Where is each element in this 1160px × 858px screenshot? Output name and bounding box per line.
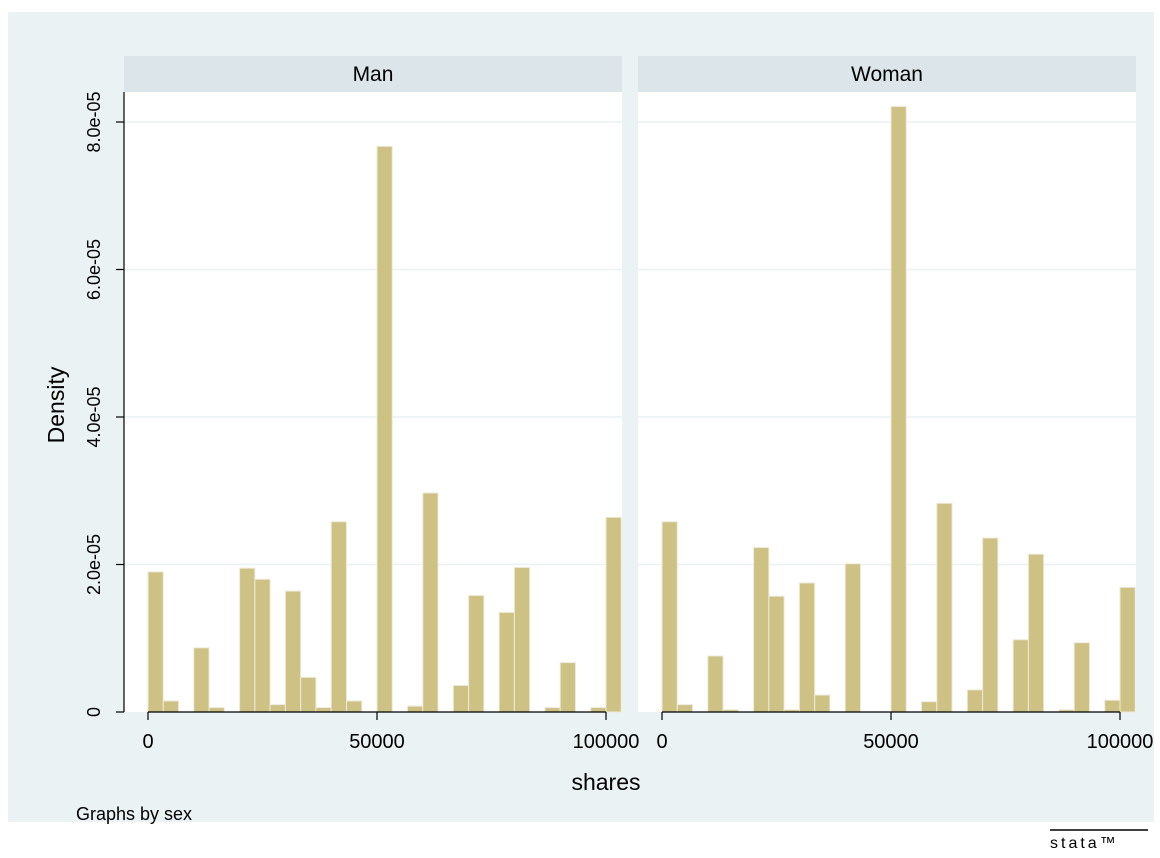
panel-title: Man [353, 63, 394, 86]
panel-strip [124, 56, 622, 92]
panel-man: Man 0 50000 100000 [124, 56, 639, 753]
histogram-bar [707, 655, 724, 713]
histogram-bar [1119, 586, 1136, 713]
histogram-bar [300, 676, 317, 713]
histogram-bar [1027, 553, 1045, 713]
histogram-bar [1073, 642, 1090, 713]
histogram-bar [661, 521, 678, 713]
histogram-bar [422, 492, 439, 713]
histogram-bar [921, 701, 938, 713]
histogram-bar [498, 611, 515, 713]
panel-woman: Woman 0 50000 100000 [638, 56, 1153, 753]
histogram-bar [676, 704, 694, 713]
y-tick-label: 6.0e-05 [84, 239, 104, 300]
histogram-bar [254, 578, 271, 713]
x-tick-label: 50000 [349, 731, 405, 753]
graphs-by-note: Graphs by sex [76, 804, 192, 824]
stata-logo: stata™ [1050, 829, 1148, 852]
histogram-bar [513, 566, 531, 713]
histogram-bar [798, 582, 816, 713]
histogram-bar [330, 521, 347, 713]
y-axis-title: Density [43, 366, 69, 443]
y-axis: 0 2.0e-05 4.0e-05 6.0e-05 8.0e-05 [84, 91, 125, 717]
histogram-bar [239, 567, 256, 713]
x-axis-title: shares [571, 769, 640, 795]
histogram-bar [559, 662, 576, 713]
histogram-bar [407, 705, 424, 713]
histogram-bar [936, 502, 953, 713]
histogram-bar [768, 595, 785, 713]
x-tick-label: 100000 [1087, 731, 1154, 753]
histogram-bar [1104, 699, 1121, 713]
x-tick-label: 100000 [573, 731, 640, 753]
histogram-bar [966, 689, 984, 713]
histogram-bar [376, 145, 393, 713]
histogram-bar [345, 700, 363, 713]
x-tick-label: 0 [656, 731, 667, 753]
histogram-bar [162, 700, 180, 713]
y-tick-label: 4.0e-05 [84, 386, 104, 447]
y-tick-label: 8.0e-05 [84, 91, 104, 152]
histogram-bar [814, 694, 831, 713]
y-tick-label: 0 [84, 707, 104, 717]
histogram-bar [982, 537, 999, 713]
histogram-bar [890, 106, 907, 713]
panel-strip [638, 56, 1136, 92]
histogram-bar [452, 684, 470, 713]
histogram-bar [605, 516, 622, 713]
stata-watermark: stata™ [1050, 835, 1119, 852]
y-tick-label: 2.0e-05 [84, 534, 104, 595]
histogram-bar [590, 707, 607, 713]
histogram-bar [315, 707, 332, 713]
histogram-bar [544, 707, 561, 713]
histogram-bar [193, 647, 210, 713]
histogram-bar [269, 704, 286, 713]
histogram-bar [208, 707, 225, 713]
histogram-bar [284, 590, 302, 713]
x-tick-label: 50000 [863, 731, 919, 753]
histogram-bar [844, 563, 861, 713]
panel-title: Woman [851, 63, 923, 86]
plot-area [124, 92, 622, 712]
histogram-bar [147, 571, 164, 713]
histogram-bar [1012, 639, 1029, 713]
histogram-bar [468, 594, 485, 713]
histogram-bar [753, 547, 770, 713]
plot-area [638, 92, 1136, 712]
x-tick-label: 0 [142, 731, 153, 753]
